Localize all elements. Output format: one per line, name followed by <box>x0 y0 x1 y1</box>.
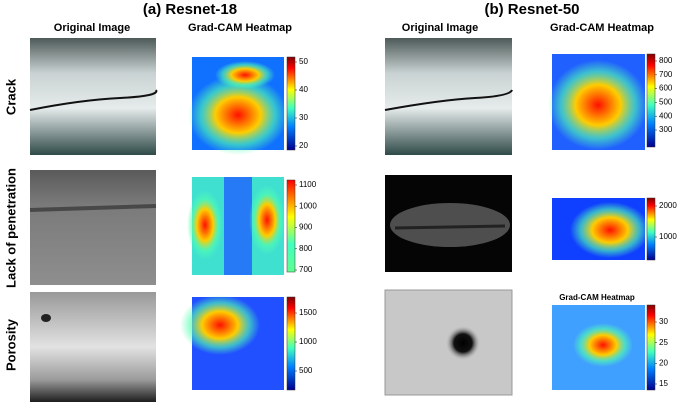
colorbar-tick-label: 1000 <box>659 232 677 241</box>
original-images <box>29 38 513 402</box>
inset-title: Grad-CAM Heatmap <box>559 293 635 302</box>
column-header: Grad-CAM Heatmap <box>550 22 654 34</box>
colorbar-tick-label: 20 <box>299 141 308 150</box>
colorbar-tick-label: 1100 <box>299 180 317 189</box>
colorbar-tick-label: 30 <box>299 113 308 122</box>
colorbar-tick-label: 1500 <box>299 308 317 317</box>
colorbar-tick-label: 1000 <box>299 201 317 210</box>
row-label: Lack of penetration <box>3 168 18 288</box>
column-header: Original Image <box>54 22 130 34</box>
colorbar-tick-label: 15 <box>659 379 668 388</box>
colorbar-tick-label: 800 <box>299 244 313 253</box>
colorbar-tick-label: 500 <box>659 98 673 107</box>
colorbar-tick-label: 2000 <box>659 201 677 210</box>
panel-title: (a) Resnet-18 <box>143 1 237 18</box>
row-label: Crack <box>3 78 18 115</box>
colorbar-tick-label: 400 <box>659 111 673 120</box>
heatmaps: Grad-CAM Heatmap <box>180 54 650 390</box>
colorbar-tick-label: 300 <box>659 125 673 134</box>
colorbar-tick-label: 20 <box>659 358 668 367</box>
colorbar-tick-label: 600 <box>659 84 673 93</box>
colorbars <box>286 53 656 391</box>
colorbar-tick-label: 700 <box>299 265 313 274</box>
colorbar-tick-label: 25 <box>659 338 668 347</box>
colorbar-tick-label: 30 <box>659 317 668 326</box>
column-header: Grad-CAM Heatmap <box>188 22 292 34</box>
column-header: Original Image <box>402 22 478 34</box>
colorbar-tick-label: 800 <box>659 56 673 65</box>
panel-title: (b) Resnet-50 <box>484 1 579 18</box>
colorbar-tick-label: 900 <box>299 223 313 232</box>
colorbar-tick-label: 40 <box>299 85 308 94</box>
colorbar-tick-label: 500 <box>299 366 313 375</box>
colorbar-tick-label: 50 <box>299 57 308 66</box>
row-label: Porosity <box>3 318 18 371</box>
colorbar-tick-label: 700 <box>659 70 673 79</box>
colorbar-tick-label: 1000 <box>299 337 317 346</box>
